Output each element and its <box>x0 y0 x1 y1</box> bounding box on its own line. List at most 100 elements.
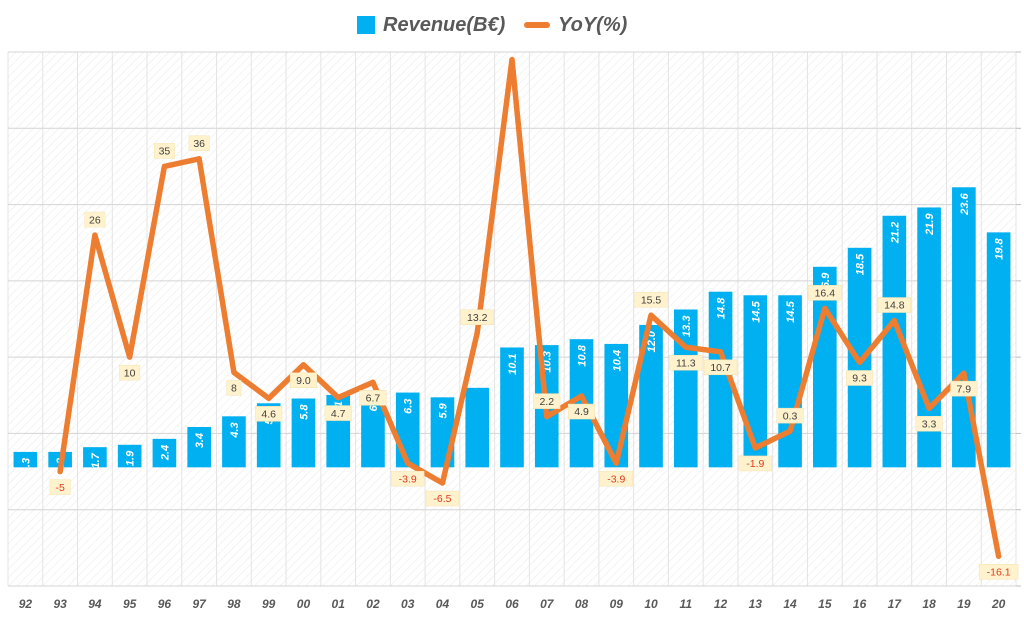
yoy-point <box>891 318 897 324</box>
x-axis-label: 97 <box>192 597 207 611</box>
yoy-point <box>822 305 828 311</box>
revenue-bar <box>291 398 316 468</box>
x-axis-label: 07 <box>540 597 555 611</box>
yoy-label: 35 <box>159 146 171 158</box>
x-axis-label: 95 <box>123 597 137 611</box>
legend-item-yoy[interactable]: YoY(%) <box>524 8 627 42</box>
x-axis-label: 03 <box>401 597 415 611</box>
yoy-point <box>613 460 619 466</box>
yoy-label: 3.3 <box>922 418 937 430</box>
yoy-label-box <box>460 309 494 325</box>
x-axis-label: 15 <box>818 597 832 611</box>
x-axis-label: 99 <box>262 597 276 611</box>
yoy-label: 11.3 <box>676 357 696 369</box>
x-axis-label: 14 <box>783 597 797 611</box>
yoy-label: 4.9 <box>574 406 589 418</box>
yoy-label-box <box>703 359 738 376</box>
legend-swatch-bar <box>357 16 375 34</box>
revenue-bar-label: 19.8 <box>994 238 1006 260</box>
yoy-label-box <box>153 143 175 159</box>
revenue-bar-label: 21.9 <box>924 213 936 236</box>
x-axis-label: 20 <box>991 597 1006 611</box>
yoy-label: 4.6 <box>261 409 276 421</box>
yoy-point <box>92 232 98 238</box>
yoy-point <box>231 369 237 375</box>
yoy-label: -6.5 <box>433 493 451 505</box>
yoy-label-box <box>49 479 71 495</box>
legend-label-yoy: YoY(%) <box>558 13 628 36</box>
yoy-line-group <box>57 56 1002 559</box>
revenue-bar-label: 10.1 <box>507 353 519 374</box>
x-axis-label: 01 <box>332 597 346 611</box>
yoy-point <box>961 370 967 376</box>
yoy-label-box <box>226 380 242 396</box>
yoy-label: 9.0 <box>296 375 311 387</box>
x-axis-label: 19 <box>957 597 971 611</box>
revenue-bar-label: 13.3 <box>681 316 693 337</box>
yoy-point <box>266 395 272 401</box>
slot-background <box>147 52 182 586</box>
revenue-bar <box>465 387 490 468</box>
x-axis-label: 92 <box>19 597 33 611</box>
yoy-point <box>370 379 376 385</box>
slot-background <box>564 52 599 586</box>
yoy-label: 15.5 <box>641 294 662 306</box>
yoy-label: 7.9 <box>957 383 972 395</box>
x-axis-label: 04 <box>436 597 450 611</box>
yoy-line <box>57 56 1002 559</box>
yoy-label: 10 <box>124 367 136 379</box>
revenue-bar-label: 5.8 <box>298 404 310 420</box>
x-axis-label: 96 <box>158 597 172 611</box>
yoy-label: 9.3 <box>852 373 867 385</box>
yoy-point <box>787 428 793 434</box>
revenue-bar <box>152 438 177 468</box>
revenue-bar <box>778 295 802 468</box>
yoy-label: 6.7 <box>366 393 381 405</box>
revenue-bar <box>986 232 1011 468</box>
slot-background <box>42 52 78 586</box>
yoy-point <box>579 393 585 399</box>
yoy-label-box <box>846 370 874 386</box>
yoy-label-box <box>669 354 703 371</box>
revenue-bar-label: 2.4 <box>159 445 171 461</box>
revenue-bar-label: 18.5 <box>855 253 867 275</box>
legend-item-revenue[interactable]: Revenue(B€) <box>357 8 505 42</box>
yoy-point <box>544 414 550 420</box>
slot-background <box>286 52 321 586</box>
revenue-bar-label: 14.5 <box>785 300 797 322</box>
revenue-bar-label: 21.2 <box>889 222 901 244</box>
x-axis-label: 02 <box>366 597 380 611</box>
x-axis-label: 93 <box>53 597 67 611</box>
revenue-bar <box>13 451 38 468</box>
revenue-bar <box>569 339 594 468</box>
yoy-point <box>335 395 341 401</box>
x-axis-label: 13 <box>749 597 763 611</box>
x-axis-label: 18 <box>922 597 936 611</box>
revenue-bar-label: 1.9 <box>125 450 137 466</box>
legend: Revenue(B€) YoY(%) <box>0 8 1024 42</box>
x-axis-label: 05 <box>471 597 485 611</box>
revenue-bar-label: 1.3 <box>20 458 32 473</box>
yoy-label: -5 <box>55 482 64 494</box>
slot-background <box>216 52 252 586</box>
yoy-point <box>439 480 445 486</box>
slot-background <box>8 52 43 586</box>
yoy-label-box <box>359 390 387 406</box>
x-axis-label: 98 <box>227 597 241 611</box>
yoy-label: 14.8 <box>884 300 905 312</box>
yoy-label-box <box>776 407 804 424</box>
yoy-label-box <box>391 470 425 487</box>
x-axis-label: 09 <box>610 597 624 611</box>
yoy-label-box <box>808 285 842 301</box>
slot-backgrounds <box>7 52 1017 586</box>
yoy-label-box <box>324 405 352 421</box>
revenue-bar <box>708 291 733 468</box>
revenue-bar <box>500 347 524 468</box>
yoy-point <box>683 344 689 350</box>
yoy-point <box>752 445 758 451</box>
yoy-label-box <box>567 403 596 420</box>
slot-background <box>494 52 530 586</box>
yoy-label-box <box>978 563 1019 580</box>
revenue-bar <box>882 215 907 468</box>
yoy-label: -1.9 <box>746 458 764 470</box>
